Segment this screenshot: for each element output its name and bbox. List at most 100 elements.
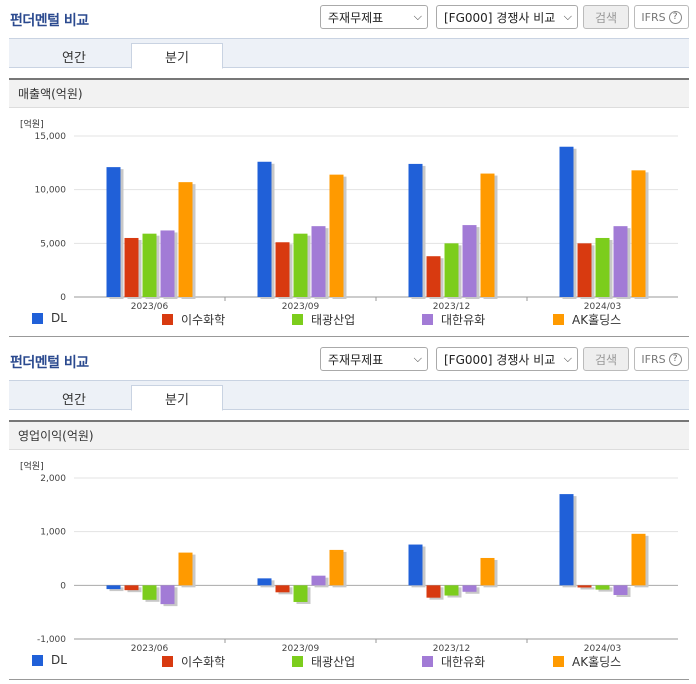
bar-이수화학-2023/06[interactable] <box>124 237 139 297</box>
fundamental-section-sales: 펀더멘털 비교 주재무제표 ⌵ [FG000] 경쟁사 비교 ⌵ 검색 IFRS… <box>9 5 689 337</box>
compare-select-value: [FG000] 경쟁사 비교 <box>444 352 556 367</box>
compare-select[interactable]: [FG000] 경쟁사 비교 ⌵ <box>436 5 578 29</box>
x-tick-label: 2023/09 <box>282 644 320 654</box>
section-title: 펀더멘털 비교 <box>10 13 89 29</box>
ifrs-button[interactable]: IFRS ? <box>634 5 689 29</box>
legend-swatch <box>292 314 303 325</box>
y-tick-label: 0 <box>60 581 66 591</box>
bar-AK홀딩스-2023/06[interactable] <box>178 552 193 586</box>
statement-select-value: 주재무제표 <box>328 10 384 25</box>
section-divider <box>9 336 689 337</box>
bar-이수화학-2024/03[interactable] <box>577 243 592 297</box>
bar-태광산업-2024/03[interactable] <box>595 585 610 590</box>
legend-item[interactable]: AK홀딩스 <box>553 311 621 328</box>
compare-select[interactable]: [FG000] 경쟁사 비교 ⌵ <box>436 347 578 371</box>
period-tabs: 연간 분기 <box>9 38 689 69</box>
bar-DL-2024/03[interactable] <box>559 146 574 297</box>
legend-item[interactable]: DL <box>32 311 67 325</box>
x-tick-label: 2023/06 <box>131 644 169 654</box>
x-tick-label: 2023/06 <box>131 302 169 312</box>
bar-태광산업-2023/12[interactable] <box>444 243 459 297</box>
chevron-down-icon: ⌵ <box>563 352 572 365</box>
bar-대한유화-2023/06[interactable] <box>160 585 175 605</box>
bar-대한유화-2023/09[interactable] <box>311 575 326 586</box>
y-tick-label: 1,000 <box>40 528 66 538</box>
tab-quarterly[interactable]: 분기 <box>131 43 223 69</box>
legend-item[interactable]: 대한유화 <box>422 653 485 670</box>
bar-태광산업-2023/06[interactable] <box>142 233 157 297</box>
bar-DL-2024/03[interactable] <box>559 494 574 586</box>
sales-bar-chart: 0 5,000 10,000 15,000 2023/06 2023/09 2023/12 2… <box>35 132 678 312</box>
legend-label: 태광산업 <box>311 313 356 327</box>
legend-item[interactable]: 대한유화 <box>422 311 485 328</box>
legend-swatch <box>32 312 43 324</box>
legend-item[interactable]: DL <box>32 653 67 667</box>
bar-AK홀딩스-2024/03[interactable] <box>631 170 646 297</box>
x-tick-label: 2023/12 <box>433 302 470 312</box>
bar-대한유화-2023/09[interactable] <box>311 226 326 297</box>
legend-label: 대한유화 <box>441 655 486 669</box>
bar-AK홀딩스-2023/09[interactable] <box>329 549 344 586</box>
bar-이수화학-2023/06[interactable] <box>124 585 139 591</box>
bar-AK홀딩스-2024/03[interactable] <box>631 533 646 586</box>
bar-DL-2023/09[interactable] <box>257 161 272 297</box>
ifrs-button[interactable]: IFRS ? <box>634 347 689 371</box>
search-button[interactable]: 검색 <box>583 5 629 29</box>
bar-이수화학-2023/09[interactable] <box>275 242 290 297</box>
tab-annual[interactable]: 연간 <box>62 392 86 408</box>
tab-quarterly[interactable]: 분기 <box>131 385 223 411</box>
legend-swatch <box>422 656 433 667</box>
ifrs-label: IFRS <box>641 352 666 366</box>
legend-swatch <box>32 654 43 666</box>
operating-profit-bar-chart: -1,000 0 1,000 2,000 2023/06 2023/09 2023/12 20… <box>37 474 678 654</box>
bar-DL-2023/09[interactable] <box>257 578 272 586</box>
y-tick-label: 15,000 <box>35 132 67 142</box>
section-divider <box>9 679 689 680</box>
legend-item[interactable]: AK홀딩스 <box>553 653 621 670</box>
bar-대한유화-2024/03[interactable] <box>613 226 628 297</box>
ifrs-label: IFRS <box>641 10 666 24</box>
legend-swatch <box>162 314 173 325</box>
x-tick-label: 2023/12 <box>433 644 470 654</box>
legend-item[interactable]: 태광산업 <box>292 653 355 670</box>
bar-이수화학-2023/12[interactable] <box>426 256 441 297</box>
search-button[interactable]: 검색 <box>583 347 629 371</box>
chart-title: 영업이익(억원) <box>9 420 689 450</box>
bar-태광산업-2023/06[interactable] <box>142 585 157 600</box>
legend-swatch <box>292 656 303 667</box>
chart-title: 매출액(억원) <box>9 78 689 108</box>
bar-대한유화-2023/12[interactable] <box>462 225 477 297</box>
tab-annual[interactable]: 연간 <box>62 50 86 66</box>
bar-AK홀딩스-2023/12[interactable] <box>480 557 495 586</box>
y-tick-label: -1,000 <box>37 635 66 645</box>
section-title: 펀더멘털 비교 <box>10 355 89 371</box>
bar-이수화학-2024/03[interactable] <box>577 585 592 588</box>
bar-AK홀딩스-2023/06[interactable] <box>178 182 193 297</box>
bar-태광산업-2024/03[interactable] <box>595 237 610 297</box>
y-tick-label: 0 <box>60 293 66 303</box>
bar-태광산업-2023/09[interactable] <box>293 585 308 602</box>
bar-이수화학-2023/09[interactable] <box>275 585 290 593</box>
statement-select[interactable]: 주재무제표 ⌵ <box>320 347 428 371</box>
legend-label: AK홀딩스 <box>572 313 622 327</box>
bar-DL-2023/06[interactable] <box>106 585 121 590</box>
bar-이수화학-2023/12[interactable] <box>426 585 441 598</box>
bar-태광산업-2023/09[interactable] <box>293 233 308 297</box>
legend-item[interactable]: 이수화학 <box>162 311 225 328</box>
bar-DL-2023/06[interactable] <box>106 167 121 297</box>
statement-select[interactable]: 주재무제표 ⌵ <box>320 5 428 29</box>
bar-AK홀딩스-2023/09[interactable] <box>329 174 344 297</box>
legend-item[interactable]: 이수화학 <box>162 653 225 670</box>
bar-대한유화-2023/06[interactable] <box>160 230 175 297</box>
legend-swatch <box>422 314 433 325</box>
fundamental-section-operating-profit: 펀더멘털 비교 주재무제표 ⌵ [FG000] 경쟁사 비교 ⌵ 검색 IFRS… <box>0 342 696 684</box>
legend-label: 이수화학 <box>181 655 226 669</box>
bar-DL-2023/12[interactable] <box>408 163 423 297</box>
bar-DL-2023/12[interactable] <box>408 544 423 586</box>
bar-태광산업-2023/12[interactable] <box>444 585 459 596</box>
x-tick-label: 2023/09 <box>282 302 320 312</box>
legend-item[interactable]: 태광산업 <box>292 311 355 328</box>
bar-AK홀딩스-2023/12[interactable] <box>480 173 495 297</box>
bar-대한유화-2023/12[interactable] <box>462 585 477 592</box>
bar-대한유화-2024/03[interactable] <box>613 585 628 595</box>
